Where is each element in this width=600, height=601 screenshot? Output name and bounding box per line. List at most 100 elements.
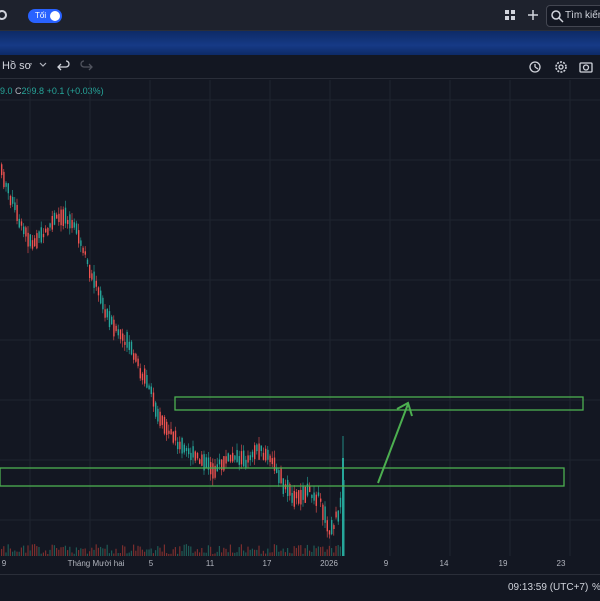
- timezone-clock[interactable]: 09:13:59 (UTC+7): [508, 582, 589, 593]
- candle-body: [302, 486, 304, 500]
- volume-bar: [155, 550, 157, 556]
- settings-icon[interactable]: [553, 59, 569, 75]
- volume-bar: [166, 553, 168, 556]
- candle-body: [267, 449, 269, 460]
- candle-body: [31, 240, 34, 249]
- search-placeholder: Tìm kiếm: [565, 10, 600, 21]
- volume-bar: [106, 544, 108, 556]
- volume-bar: [115, 548, 117, 556]
- candle-body: [159, 411, 161, 426]
- candle-body: [311, 494, 313, 499]
- volume-bar: [269, 552, 271, 556]
- volume-bar: [150, 548, 152, 556]
- candle-body: [317, 492, 320, 496]
- percent-toggle[interactable]: %: [592, 582, 600, 593]
- volume-bar: [306, 544, 308, 556]
- candle-body: [122, 333, 124, 341]
- profile-menu[interactable]: Hồ sơ: [2, 60, 48, 72]
- candle-body: [276, 468, 278, 473]
- candle-body: [192, 446, 194, 458]
- candle-body: [201, 454, 203, 466]
- candle-body: [38, 231, 40, 239]
- snapshot-icon[interactable]: [578, 59, 594, 75]
- theme-toggle[interactable]: Tối: [28, 9, 62, 23]
- volume-bar: [159, 547, 161, 556]
- add-button[interactable]: [524, 6, 542, 24]
- candle-body: [20, 221, 23, 226]
- volume-bar: [86, 553, 88, 556]
- candle-body: [273, 457, 276, 471]
- legend-value-a: 9.0: [0, 86, 13, 96]
- price-chart[interactable]: [0, 80, 600, 556]
- candle-body: [152, 392, 155, 407]
- theme-toggle-label: Tối: [35, 11, 47, 20]
- candle-body: [245, 459, 247, 468]
- volume-bar: [42, 552, 44, 556]
- candle-body: [146, 375, 148, 388]
- candle-body: [53, 212, 56, 225]
- candles: [1, 162, 344, 539]
- volume-bar: [284, 552, 286, 556]
- candle-body: [58, 213, 60, 223]
- candle-body: [218, 459, 221, 465]
- volume-bar: [139, 546, 141, 556]
- volume-bar: [64, 545, 66, 556]
- candle-body: [86, 259, 89, 265]
- undo-icon[interactable]: [56, 60, 70, 74]
- candle-body: [188, 448, 190, 455]
- candle-body: [82, 247, 84, 253]
- lower-zone-rectangle[interactable]: [0, 467, 565, 487]
- volume-bar: [214, 553, 216, 556]
- candle-body: [309, 485, 311, 493]
- candle-body: [185, 447, 188, 451]
- candle-body: [111, 316, 113, 325]
- volume-bar: [229, 544, 231, 556]
- volume-bar: [243, 550, 245, 556]
- grid-lines: [0, 80, 600, 556]
- volume-bar: [31, 544, 33, 556]
- alert-clock-icon[interactable]: [528, 59, 544, 75]
- candle-body: [205, 457, 207, 468]
- candle-body: [326, 520, 328, 532]
- legend-change: +0.1 (+0.03%): [46, 86, 104, 96]
- candle-body: [42, 233, 45, 238]
- volume-bar: [16, 551, 18, 556]
- upper-zone-rectangle[interactable]: [174, 396, 584, 411]
- volume-bar: [122, 545, 124, 556]
- volume-bar: [71, 552, 73, 556]
- candle-body: [119, 329, 122, 340]
- volume-bar: [141, 549, 143, 556]
- candle-body: [207, 457, 210, 470]
- candle-body: [128, 341, 130, 350]
- volume-bar: [260, 553, 262, 556]
- trend-arrow[interactable]: [377, 401, 413, 484]
- candle-body: [194, 451, 196, 461]
- candle-body: [97, 287, 100, 296]
- volume-bar: [287, 547, 289, 556]
- legend-close-value: 299.8: [21, 86, 45, 96]
- chevron-down-icon: [39, 62, 47, 67]
- volume-bar: [135, 550, 137, 556]
- settings-gear-icon[interactable]: [0, 8, 10, 22]
- candle-body: [238, 456, 240, 465]
- redo-icon[interactable]: [80, 60, 94, 74]
- candle-body: [113, 319, 115, 337]
- candle-body: [3, 171, 5, 188]
- candle-body: [196, 453, 199, 459]
- candle-body: [34, 238, 36, 247]
- volume-bar: [60, 547, 62, 556]
- volume-bar: [23, 545, 25, 556]
- time-axis[interactable]: 9 Tháng Mười hai 5 11 17 2026 9 14 19 23: [0, 556, 600, 574]
- volume-bar: [97, 547, 99, 556]
- volume-bar: [36, 546, 38, 556]
- search-box[interactable]: Tìm kiếm: [546, 5, 600, 27]
- volume-bar: [78, 550, 80, 556]
- volume-bar: [82, 548, 84, 556]
- candle-body: [300, 489, 302, 505]
- layout-grid-button[interactable]: [501, 6, 519, 24]
- volume-bar: [207, 545, 209, 556]
- volume-bar: [161, 551, 163, 556]
- candle-body: [232, 452, 234, 462]
- volume-bar: [201, 547, 203, 556]
- candle-body: [221, 459, 223, 471]
